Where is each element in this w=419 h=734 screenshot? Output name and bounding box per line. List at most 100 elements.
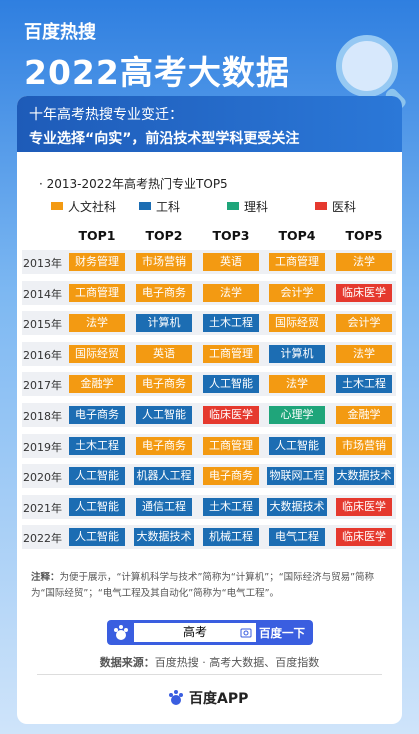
major-tag: 工商管理 [203, 436, 259, 455]
major-tag: 工商管理 [69, 283, 125, 302]
table: TOP1 TOP2 TOP3 TOP4 TOP5 2013年 财务管理 市场营销 英语 工商管理法… [17, 224, 402, 554]
year: 2017年 [23, 379, 62, 393]
legend-swatch [51, 202, 63, 210]
title: 2022高考大数据 [24, 53, 290, 92]
legend-swatch [139, 202, 151, 210]
note: 注释：为便于展示，“计算机科学与技术”简称为“计算机”；“国际经济与贸易”简称为… [31, 570, 391, 602]
major-tag: 电子商务 [136, 436, 192, 455]
brand: 百度热搜 [24, 22, 96, 43]
major-tag: 计算机 [136, 314, 192, 333]
major-tag: 土木工程 [203, 314, 259, 333]
year: 2013年 [23, 257, 62, 270]
legend: 人文社科 工科 理科 医科 [51, 198, 391, 214]
legend-label: 人文社科 [68, 200, 117, 214]
search-logo [114, 625, 128, 640]
card: 十年高考热搜专业变迁： 专业选择“向实”，前沿技术型学科更受关注 · 2013-… [17, 96, 402, 724]
major-tag: 人工智能 [69, 497, 125, 516]
major-tag: 大数据技术 [134, 528, 194, 547]
legend-swatch [227, 202, 239, 210]
major-tag: 临床医学 [336, 283, 392, 302]
year: 2014年 [23, 287, 62, 301]
major-tag: 土木工程 [69, 436, 125, 455]
major-tag: 金融学 [336, 406, 392, 424]
table-row: 2022年 人工智能 大数据技术 机械工程 电气工程 临床医学 [22, 525, 396, 550]
search-input[interactable]: 高考 [134, 623, 256, 642]
major-tag: 市场营销 [336, 436, 392, 455]
major-tag: 金融学 [69, 375, 125, 394]
major-tag: 人工智能 [69, 467, 125, 486]
major-tag: 会计学 [336, 314, 392, 333]
major-tag: 心理学 [269, 406, 325, 424]
legend-label: 工科 [156, 200, 181, 214]
major-tag: 临床医学 [336, 497, 392, 516]
app-name: 百度APP [189, 691, 249, 707]
major-tag: 工商管理 [269, 253, 325, 271]
camera-icon [240, 628, 252, 638]
table-title-text: 2013-2022年高考热门专业TOP5 [46, 177, 228, 191]
table-row: 2013年 财务管理 市场营销 英语 工商管理 法学 [22, 250, 396, 274]
year: 2016年 [23, 348, 62, 362]
table-title: · 2013-2022年高考热门专业TOP5 [39, 177, 228, 191]
major-tag: 财务管理 [69, 253, 125, 271]
major-tag: 计算机 [269, 344, 325, 363]
major-tag: 国际经贸 [269, 314, 325, 333]
major-tag: 临床医学 [203, 406, 259, 424]
major-tag: 法学 [336, 253, 392, 271]
major-tag: 法学 [336, 344, 392, 363]
table-row: 2020年 人工智能 机器人工程 电子商务 物联网工程 大数据技术 [22, 464, 396, 489]
column-header: TOP3 [212, 228, 250, 243]
major-tag: 电子商务 [136, 375, 192, 394]
major-tag: 人工智能 [203, 375, 259, 394]
year: 2020年 [23, 471, 62, 485]
major-tag: 大数据技术 [334, 467, 394, 486]
table-row: 2019年 土木工程 电子商务 工商管理 人工智能 市场营销 [22, 433, 396, 458]
major-tag: 物联网工程 [267, 467, 327, 486]
table-row: 2021年 人工智能 通信工程 土木工程 大数据技术 临床医学 [22, 494, 396, 519]
source-label: 数据来源： [99, 656, 155, 669]
major-tag: 法学 [69, 314, 125, 333]
major-tag: 土木工程 [336, 375, 392, 394]
major-tag: 土木工程 [203, 497, 259, 516]
search-button[interactable]: 百度一下 [259, 626, 305, 640]
major-tag: 电子商务 [69, 406, 125, 424]
column-header: TOP4 [278, 228, 316, 243]
major-tag: 会计学 [269, 283, 325, 302]
column-header: TOP5 [345, 228, 383, 243]
major-tag: 电子商务 [136, 283, 192, 302]
year: 2018年 [23, 410, 62, 423]
banner-line: 专业选择“向实”，前沿技术型学科更受关注 [29, 131, 300, 147]
source: 数据来源：百度热搜 · 高考大数据、百度指数 [17, 654, 402, 670]
column-header: TOP1 [78, 228, 116, 243]
column-header: TOP2 [145, 228, 183, 243]
major-tag: 市场营销 [136, 253, 192, 271]
major-tag: 工商管理 [203, 344, 259, 363]
legend-label: 医科 [332, 200, 357, 214]
note-text: 为便于展示，“计算机科学与技术”简称为“计算机”；“国际经济与贸易”简称为“国际… [31, 572, 375, 599]
major-tag: 人工智能 [69, 528, 125, 547]
major-tag: 人工智能 [136, 406, 192, 424]
note-label: 注释： [31, 572, 60, 583]
table-row: 2014年 工商管理 电子商务 法学 会计学 临床医学 [22, 280, 396, 305]
table-row: 2018年 电子商务 人工智能 临床医学 心理学 金融学 [22, 403, 396, 427]
major-tag: 临床医学 [336, 528, 392, 547]
legend-label: 理科 [244, 200, 269, 214]
table-row: 2015年 法学 计算机 土木工程 国际经贸 会计学 [22, 311, 396, 336]
major-tag: 机器人工程 [134, 467, 194, 486]
major-tag: 大数据技术 [267, 497, 327, 516]
year: 2015年 [23, 318, 62, 332]
banner-line: 十年高考热搜专业变迁： [29, 107, 183, 123]
major-tag: 电子商务 [203, 467, 259, 486]
table-row: 2016年 国际经贸 英语 工商管理 计算机 法学 [22, 341, 396, 366]
banner: 十年高考热搜专业变迁： 专业选择“向实”，前沿技术型学科更受关注 [17, 96, 402, 152]
footer: 百度APP [167, 688, 248, 708]
major-tag: 国际经贸 [69, 344, 125, 363]
major-tag: 人工智能 [269, 436, 325, 455]
major-tag: 电气工程 [269, 528, 325, 547]
major-tag: 法学 [203, 283, 259, 302]
divider [37, 674, 382, 675]
major-tag: 英语 [203, 253, 259, 271]
app-logo [169, 690, 183, 705]
legend-swatch [315, 202, 327, 210]
search-bar[interactable]: 高考 百度一下 [107, 620, 313, 645]
year: 2019年 [23, 440, 62, 454]
